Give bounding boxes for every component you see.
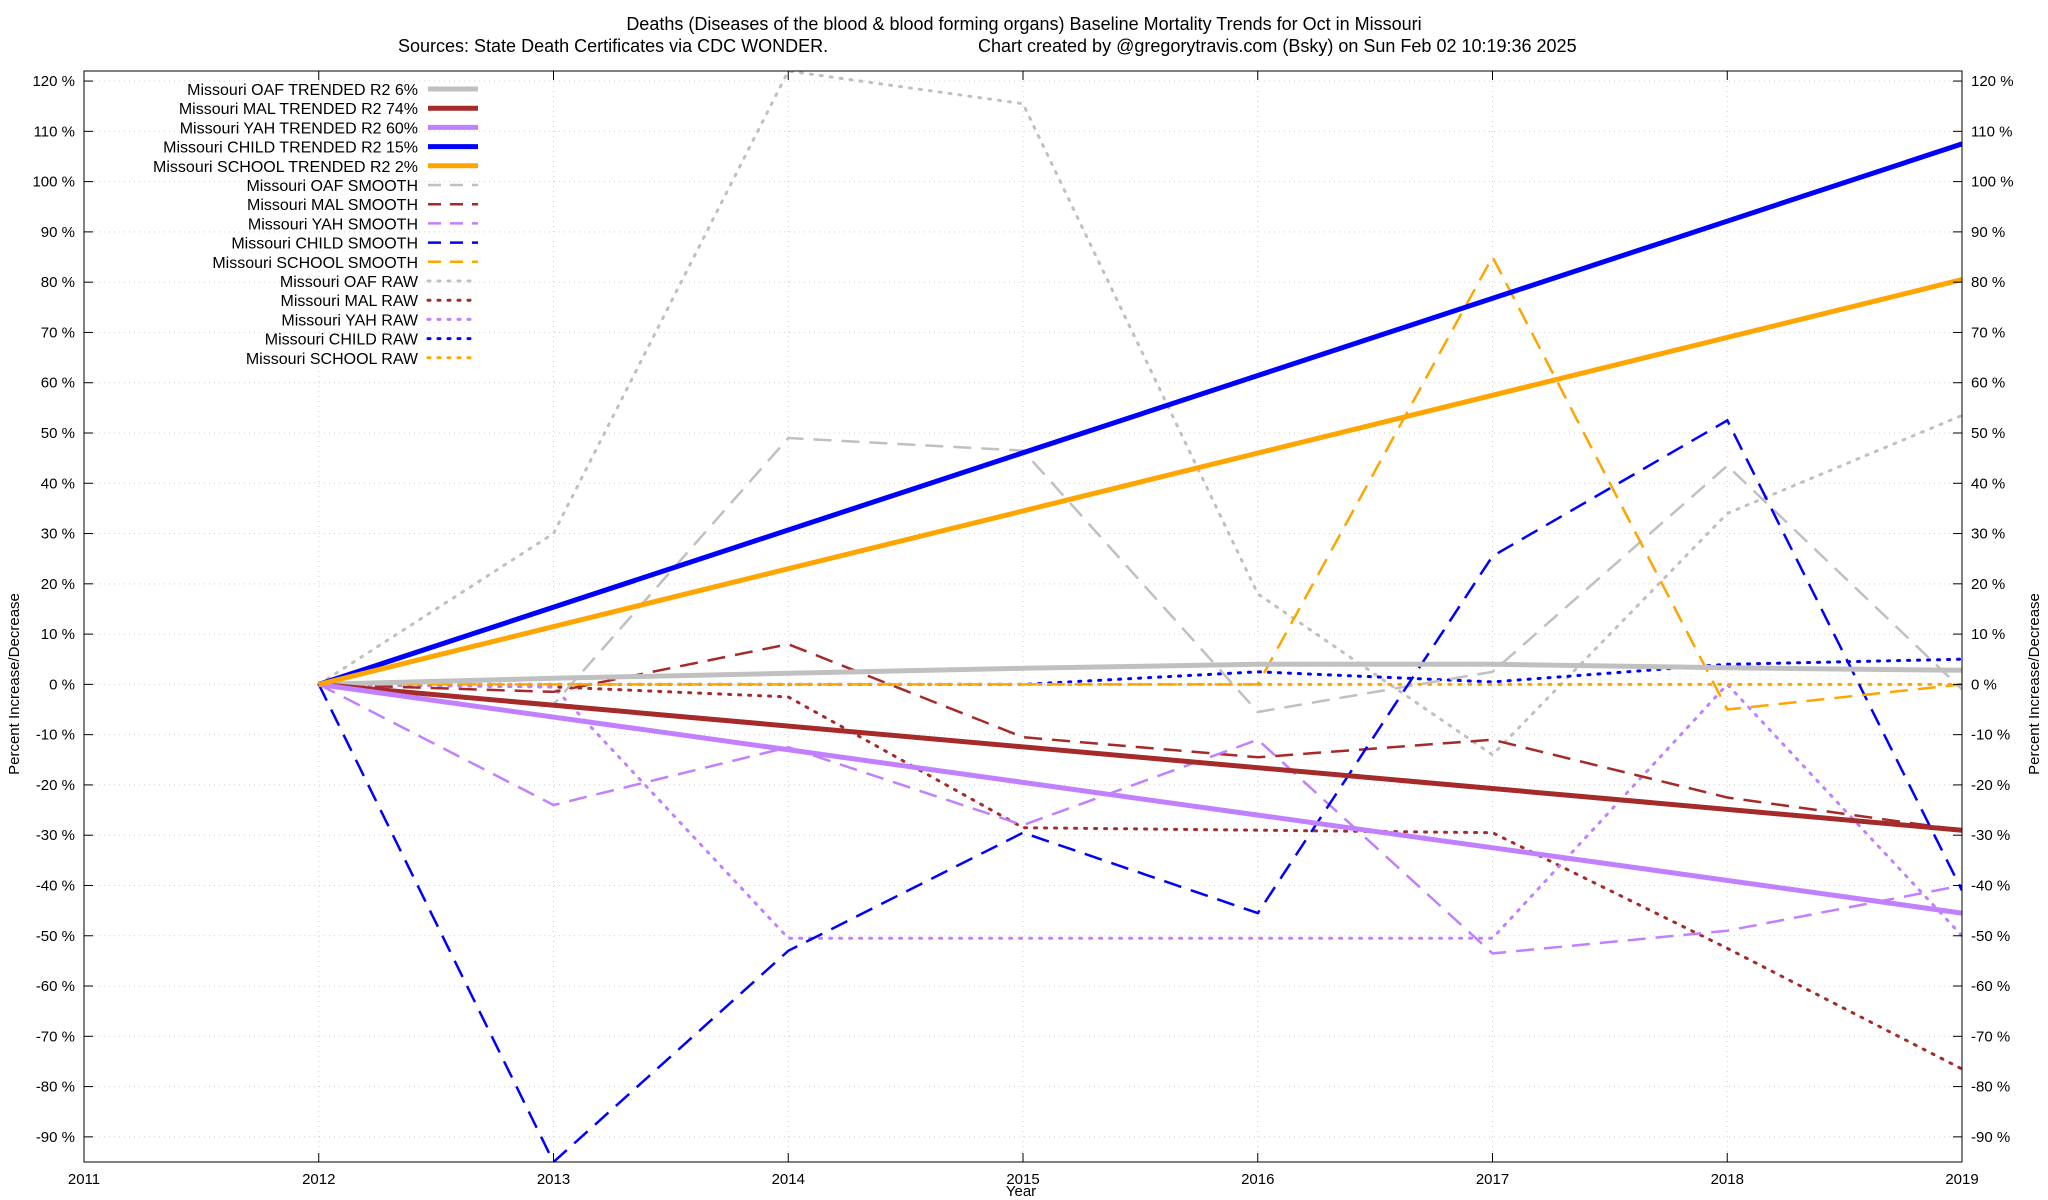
series-line-8 xyxy=(317,418,1962,1162)
series-line-6 xyxy=(318,642,1962,832)
series-line-4 xyxy=(318,277,1962,687)
y-axis-right-title: Percent Increase/Decrease xyxy=(2026,593,2043,775)
y-tick-label-left: -20 % xyxy=(36,777,75,794)
y-axis-left: 120 % 110 % 100 % 90 % 80 % 70 % 60 % 50 % 40 % 3… xyxy=(32,73,93,1146)
x-tick-label: 2016 xyxy=(1241,1171,1274,1188)
x-axis: 2011 2012 2013 2014 2015 2016 2017 2018 2019 xyxy=(68,71,1979,1188)
series-lines xyxy=(317,71,1962,1162)
legend-entry-label: Missouri SCHOOL RAW xyxy=(246,351,419,368)
y-tick-label-right: -80 % xyxy=(1971,1079,2010,1096)
grid-lines xyxy=(83,71,1963,1162)
y-tick-label-left: -30 % xyxy=(36,827,75,844)
y-tick-label-left: 60 % xyxy=(41,375,75,392)
y-tick-label-left: 110 % xyxy=(34,123,75,140)
y-axis-right: 120 % 110 % 100 % 90 % 80 % 70 % 60 % 50 % 40 % 3… xyxy=(1953,73,2014,1146)
y-tick-label-right: -60 % xyxy=(1971,978,2010,995)
legend-entry-label: Missouri SCHOOL SMOOTH xyxy=(212,255,418,272)
y-tick-label-right: 110 % xyxy=(1971,123,2012,140)
legend-entry-label: Missouri OAF TRENDED R2 6% xyxy=(187,82,418,99)
chart-title: Deaths (Diseases of the blood & blood fo… xyxy=(626,14,1421,34)
y-tick-label-right: -70 % xyxy=(1971,1028,2010,1045)
legend: Missouri OAF TRENDED R2 6% Missouri MAL T… xyxy=(153,82,480,368)
y-tick-label-right: 30 % xyxy=(1971,526,2005,543)
y-tick-label-left: 80 % xyxy=(41,274,75,291)
y-tick-label-right: 20 % xyxy=(1971,576,2005,593)
y-tick-label-right: -50 % xyxy=(1971,928,2010,945)
y-axis-left-title: Percent Increase/Decrease xyxy=(6,593,23,775)
series-line-2 xyxy=(318,681,1962,916)
y-tick-label-left: 30 % xyxy=(41,526,75,543)
series-line-10 xyxy=(317,71,1962,757)
legend-entry-label: Missouri MAL TRENDED R2 74% xyxy=(179,101,418,118)
x-tick-label: 2011 xyxy=(68,1171,100,1188)
y-tick-label-left: -70 % xyxy=(36,1028,75,1045)
series-line-9 xyxy=(318,254,1962,711)
x-tick-label: 2012 xyxy=(302,1171,335,1188)
y-tick-label-left: 90 % xyxy=(41,224,75,241)
legend-entry-label: Missouri CHILD SMOOTH xyxy=(231,236,418,253)
legend-entry-label: Missouri OAF SMOOTH xyxy=(246,178,418,195)
series-line-3 xyxy=(318,141,1962,687)
x-axis-title: Year xyxy=(1006,1183,1036,1200)
y-tick-label-right: 10 % xyxy=(1971,626,2005,643)
series-line-12 xyxy=(317,682,1962,940)
chart-subtitle-credit: Chart created by @gregorytravis.com (Bsk… xyxy=(978,36,1577,56)
x-tick-label: 2014 xyxy=(772,1171,805,1188)
legend-entry-label: Missouri YAH RAW xyxy=(281,312,419,329)
series-line-7 xyxy=(318,683,1962,955)
y-tick-label-left: -60 % xyxy=(36,978,75,995)
y-tick-label-left: -40 % xyxy=(36,877,75,894)
legend-entry-label: Missouri YAH TRENDED R2 60% xyxy=(180,120,418,137)
y-tick-label-right: -90 % xyxy=(1971,1129,2010,1146)
y-tick-label-left: 40 % xyxy=(41,475,75,492)
y-tick-label-right: -40 % xyxy=(1971,877,2010,894)
y-tick-label-left: 50 % xyxy=(41,425,75,442)
chart-subtitle-source: Sources: State Death Certificates via CD… xyxy=(398,36,828,56)
y-tick-label-right: -10 % xyxy=(1971,727,2010,744)
y-tick-label-right: 100 % xyxy=(1971,174,2014,191)
y-tick-label-right: 70 % xyxy=(1971,324,2005,341)
legend-entry-label: Missouri MAL SMOOTH xyxy=(247,197,418,214)
series-line-5 xyxy=(318,436,1962,714)
legend-entry-label: Missouri YAH SMOOTH xyxy=(248,216,418,233)
x-tick-label: 2017 xyxy=(1476,1171,1509,1188)
y-tick-label-left: -90 % xyxy=(36,1129,75,1146)
y-tick-label-right: 90 % xyxy=(1971,224,2005,241)
y-tick-label-left: 20 % xyxy=(41,576,75,593)
y-tick-label-right: 40 % xyxy=(1971,475,2005,492)
legend-entry-label: Missouri MAL RAW xyxy=(281,293,419,310)
y-tick-label-left: -50 % xyxy=(36,928,75,945)
x-tick-label: 2019 xyxy=(1945,1171,1978,1188)
y-tick-label-left: -80 % xyxy=(36,1079,75,1096)
legend-entry-label: Missouri OAF RAW xyxy=(280,274,419,291)
y-tick-label-right: 120 % xyxy=(1971,73,2014,90)
y-tick-label-left: 100 % xyxy=(32,174,75,191)
y-tick-label-right: 80 % xyxy=(1971,274,2005,291)
y-tick-label-right: 50 % xyxy=(1971,425,2005,442)
y-tick-label-right: 0 % xyxy=(1971,676,1997,693)
series-line-0 xyxy=(318,661,1962,687)
legend-entry-label: Missouri CHILD RAW xyxy=(265,332,419,349)
y-tick-label-left: 0 % xyxy=(49,676,75,693)
y-tick-label-left: -10 % xyxy=(36,727,75,744)
x-tick-label: 2015 xyxy=(1006,1171,1039,1188)
legend-entry-label: Missouri CHILD TRENDED R2 15% xyxy=(163,140,418,157)
y-tick-label-right: -30 % xyxy=(1971,827,2010,844)
y-tick-label-left: 120 % xyxy=(32,73,75,90)
x-tick-label: 2018 xyxy=(1711,1171,1744,1188)
x-tick-label: 2013 xyxy=(537,1171,570,1188)
y-tick-label-left: 10 % xyxy=(41,626,75,643)
y-tick-label-right: -20 % xyxy=(1971,777,2010,794)
series-line-1 xyxy=(318,681,1962,833)
y-tick-label-right: 60 % xyxy=(1971,375,2005,392)
y-tick-label-left: 70 % xyxy=(41,324,75,341)
legend-entry-label: Missouri SCHOOL TRENDED R2 2% xyxy=(153,159,418,176)
